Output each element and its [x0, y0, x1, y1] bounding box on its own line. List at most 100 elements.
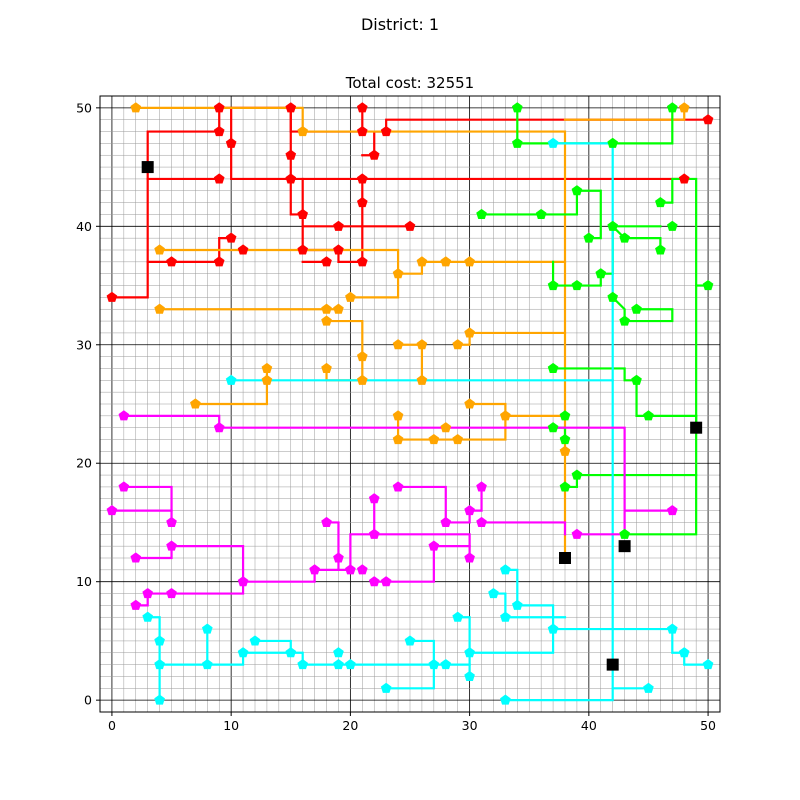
customer-node-4	[333, 659, 344, 670]
customer-node-4	[249, 635, 261, 646]
customer-node-3	[559, 410, 571, 421]
customer-node-2	[154, 303, 165, 314]
customer-node-4	[154, 635, 165, 646]
customer-node-3	[702, 279, 714, 291]
customer-node-2	[345, 291, 356, 302]
customer-node-3	[571, 469, 583, 480]
customer-node-2	[440, 256, 452, 267]
customer-nodes	[106, 102, 714, 705]
customer-node-4	[201, 623, 213, 634]
customer-node-4	[678, 647, 690, 658]
x-tick-label: 40	[581, 718, 597, 733]
customer-node-1	[404, 220, 416, 231]
customer-node-2	[678, 102, 690, 113]
customer-node-4	[666, 623, 678, 634]
route-segment-4	[146, 616, 161, 702]
customer-node-1	[285, 149, 297, 160]
customer-node-5	[476, 516, 487, 527]
route-segment-3	[611, 224, 662, 252]
customer-node-4	[345, 659, 356, 670]
customer-node-5	[380, 576, 392, 587]
depot-marker	[690, 421, 703, 434]
y-tick-label: 30	[76, 337, 92, 352]
customer-node-1	[106, 291, 118, 302]
axis-ticks: 0 10 20 30 40 50 0 10 20 30 40 50	[76, 100, 716, 733]
customer-node-1	[356, 256, 368, 267]
customer-node-5	[464, 552, 475, 563]
customer-node-1	[297, 244, 309, 255]
customer-node-4	[237, 647, 249, 658]
customer-node-4	[225, 374, 237, 385]
customer-node-3	[559, 481, 571, 492]
x-tick-label: 10	[223, 718, 239, 733]
customer-node-3	[607, 137, 619, 148]
customer-node-5	[166, 540, 177, 551]
customer-node-3	[511, 137, 523, 148]
customer-node-4	[428, 659, 440, 670]
customer-node-3	[655, 197, 666, 208]
customer-node-3	[511, 102, 523, 113]
customer-node-2	[356, 351, 368, 362]
customer-node-1	[225, 232, 237, 243]
customer-node-5	[333, 552, 344, 563]
customer-node-3	[619, 528, 630, 539]
axes-title: Total cost: 32551	[345, 74, 474, 92]
customer-node-2	[190, 398, 201, 409]
customer-node-4	[333, 647, 344, 658]
customer-node-5	[571, 528, 583, 539]
route-segment-3	[563, 473, 698, 489]
customer-node-5	[392, 481, 404, 492]
customer-node-2	[392, 410, 404, 421]
customer-node-3	[547, 422, 559, 433]
customer-node-1	[213, 173, 225, 184]
customer-node-2	[356, 374, 368, 385]
customer-node-1	[333, 244, 344, 255]
customer-node-5	[118, 481, 130, 492]
customer-node-4	[500, 564, 511, 575]
customer-node-4	[452, 611, 464, 622]
customer-node-3	[619, 232, 630, 243]
customer-node-2	[428, 433, 440, 445]
customer-node-2	[416, 256, 428, 267]
customer-node-1	[678, 173, 690, 184]
customer-node-4	[488, 587, 499, 599]
customer-node-2	[452, 339, 464, 350]
route-segment-1	[289, 106, 304, 216]
customer-node-5	[213, 422, 225, 433]
customer-node-5	[476, 481, 487, 492]
customer-node-2	[500, 410, 511, 421]
customer-node-1	[225, 137, 237, 148]
route-segment-4	[504, 142, 614, 702]
customer-node-2	[333, 303, 344, 314]
axes-frame	[99, 95, 721, 713]
customer-node-2	[130, 102, 142, 113]
customer-node-5	[368, 576, 380, 587]
customer-node-4	[404, 635, 416, 646]
customer-node-2	[452, 433, 464, 445]
route-segment-4	[492, 592, 567, 619]
customer-node-1	[321, 256, 332, 267]
route-segment-3	[516, 106, 674, 145]
route-segment-2	[396, 414, 567, 441]
customer-node-4	[702, 659, 714, 670]
customer-node-2	[321, 362, 332, 373]
route-segment-5	[241, 521, 340, 583]
customer-node-4	[547, 137, 559, 148]
customer-node-4	[464, 647, 475, 658]
customer-node-3	[571, 185, 583, 196]
customer-node-3	[476, 208, 487, 219]
customer-node-2	[321, 315, 332, 326]
y-tick-label: 50	[76, 100, 92, 115]
customer-node-5	[106, 505, 118, 516]
customer-node-5	[166, 516, 177, 527]
route-segment-4	[253, 639, 292, 654]
customer-node-5	[428, 540, 440, 551]
customer-node-5	[237, 576, 249, 587]
route-segment-4	[468, 627, 555, 654]
x-tick-label: 30	[462, 718, 478, 733]
customer-node-5	[166, 587, 177, 599]
customer-node-3	[619, 315, 630, 326]
customer-node-1	[356, 125, 368, 137]
customer-node-2	[416, 339, 428, 350]
customer-node-2	[392, 433, 404, 445]
